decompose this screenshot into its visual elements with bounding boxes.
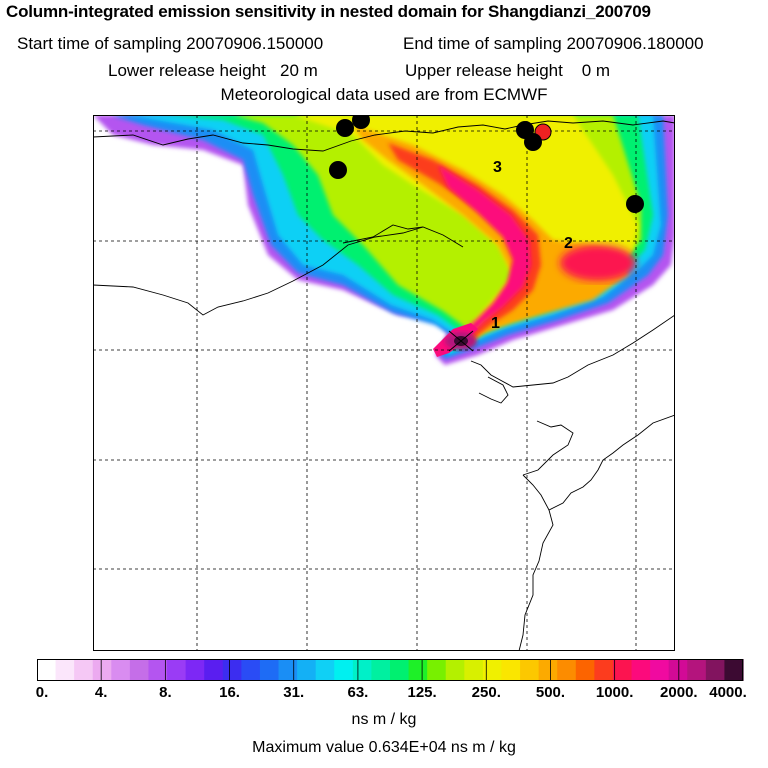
colorbar-tick-label: 2000. xyxy=(660,684,698,701)
station-dot xyxy=(524,133,542,151)
colorbar-cell xyxy=(687,659,707,681)
station-dot xyxy=(626,195,644,213)
colorbar-units: ns m / kg xyxy=(351,711,417,728)
maximum-value-label: Maximum value 0.634E+04 ns m / kg xyxy=(252,739,516,756)
colorbar-cell xyxy=(538,659,558,681)
colorbar-tick-label: 1000. xyxy=(595,684,634,701)
sensitivity-plume xyxy=(93,115,675,365)
colorbar-cell xyxy=(222,659,242,681)
colorbar-cell xyxy=(315,659,335,681)
colorbar-cell xyxy=(520,659,540,681)
colorbar-tick-label: 500. xyxy=(535,684,566,701)
colorbar-tick-label: 8. xyxy=(159,684,172,701)
colorbar-cell xyxy=(297,659,317,681)
colorbar-cell xyxy=(55,659,75,681)
colorbar-cell xyxy=(74,659,94,681)
colorbar-cell xyxy=(557,659,577,681)
color-scale-bar xyxy=(37,659,744,681)
colorbar-tick-label: 4. xyxy=(94,684,108,701)
colorbar-cell xyxy=(148,659,168,681)
sensitivity-map: 1 2 3 xyxy=(93,115,675,651)
colorbar-cell xyxy=(111,659,131,681)
colorbar-cell xyxy=(278,659,298,681)
plot-title: Column-integrated emission sensitivity i… xyxy=(6,2,651,21)
station-dot xyxy=(352,115,370,129)
station-markers xyxy=(329,115,644,213)
colorbar-cell xyxy=(482,659,503,681)
upper-release-label: Upper release height 0 m xyxy=(405,61,611,80)
start-time-label: Start time of sampling 20070906.150000 xyxy=(17,34,324,53)
colorbar-cell xyxy=(650,659,670,681)
colorbar-cell xyxy=(185,659,205,681)
colorbar-cell xyxy=(612,659,633,681)
colorbar-cell xyxy=(129,659,150,681)
colorbar-cell xyxy=(427,659,447,681)
colorbar-tick-label: 250. xyxy=(471,684,501,701)
lat-lon-grid xyxy=(93,115,675,651)
colorbar-cell xyxy=(241,659,261,681)
colorbar-cell xyxy=(371,659,391,681)
colorbar-cell xyxy=(445,659,465,681)
colorbar-cell xyxy=(575,659,595,681)
colorbar-cell xyxy=(464,659,484,681)
colorbar-cell xyxy=(724,659,744,681)
colorbar-cell xyxy=(705,659,726,681)
colorbar-cell xyxy=(631,659,651,681)
colorbar-cell xyxy=(204,659,224,681)
colorbar-tick-label: 4000. xyxy=(709,684,747,701)
map-label-3: 3 xyxy=(493,159,502,176)
end-time-label: End time of sampling 20070906.180000 xyxy=(403,34,704,53)
colorbar-tick-label: 31. xyxy=(283,684,305,701)
colorbar-cell xyxy=(167,659,187,681)
colorbar-cell xyxy=(501,659,521,681)
colorbar-cell xyxy=(259,659,280,681)
map-label-2: 2 xyxy=(564,235,573,252)
colorbar-cell xyxy=(594,659,614,681)
lower-release-label: Lower release height 20 m xyxy=(108,61,318,80)
colorbar-cell xyxy=(352,659,373,681)
colorbar-cell xyxy=(37,659,57,681)
map-label-1: 1 xyxy=(491,315,500,332)
colorbar-tick-label: 63. xyxy=(347,684,369,701)
colorbar-cell xyxy=(334,659,354,681)
colorbar-cell xyxy=(668,659,688,681)
release-site-cross xyxy=(448,330,474,352)
station-dot xyxy=(329,161,347,179)
station-dot xyxy=(336,119,354,137)
colorbar-cell xyxy=(408,659,428,681)
colorbar-cell xyxy=(92,659,112,681)
colorbar-tick-label: 0. xyxy=(35,684,49,701)
met-data-label: Meteorological data used are from ECMWF xyxy=(220,85,548,104)
colorbar-tick-label: 125. xyxy=(407,684,437,701)
colorbar-tick-label: 16. xyxy=(219,684,240,701)
colorbar-cell xyxy=(390,659,410,681)
